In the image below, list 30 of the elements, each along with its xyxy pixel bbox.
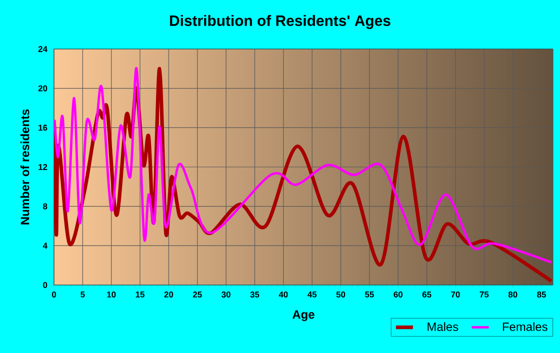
x-tick-label: 75	[480, 292, 489, 298]
x-tick-label: 50	[336, 292, 346, 298]
y-tick-label: 16	[38, 124, 48, 131]
x-tick-label: 25	[192, 292, 202, 298]
x-tick-label: 85	[537, 292, 546, 298]
x-tick-label: 70	[451, 292, 460, 298]
x-tick-label: 5	[80, 292, 85, 298]
x-tick-label: 40	[278, 292, 288, 298]
x-tick-label: 55	[365, 292, 374, 298]
x-tick-label: 15	[136, 292, 145, 298]
x-tick-label: 10	[107, 292, 116, 298]
y-axis-title: Number of residents	[20, 109, 30, 224]
y-tick-label: 8	[43, 203, 48, 210]
x-tick-label: 60	[394, 292, 403, 298]
y-tick-label: 12	[38, 164, 48, 170]
legend-label: Males	[428, 322, 458, 331]
x-tick-label: 80	[508, 292, 518, 298]
x-tick-label: 20	[164, 292, 174, 298]
x-tick-label: 35	[250, 292, 260, 298]
y-tick-label: 24	[38, 46, 48, 52]
x-tick-label: 30	[222, 292, 230, 298]
x-axis-title: Age	[292, 310, 314, 322]
x-tick-label: 45	[308, 292, 317, 298]
x-tick-label: 65	[422, 292, 432, 298]
chart-title: Distribution of Residents' Ages	[170, 15, 390, 29]
x-tick-label: 0	[52, 292, 56, 298]
legend-label: Females	[502, 322, 548, 331]
y-tick-label: 20	[38, 85, 48, 92]
y-tick-label: 4	[42, 242, 48, 249]
y-tick-label: 0	[43, 282, 48, 288]
